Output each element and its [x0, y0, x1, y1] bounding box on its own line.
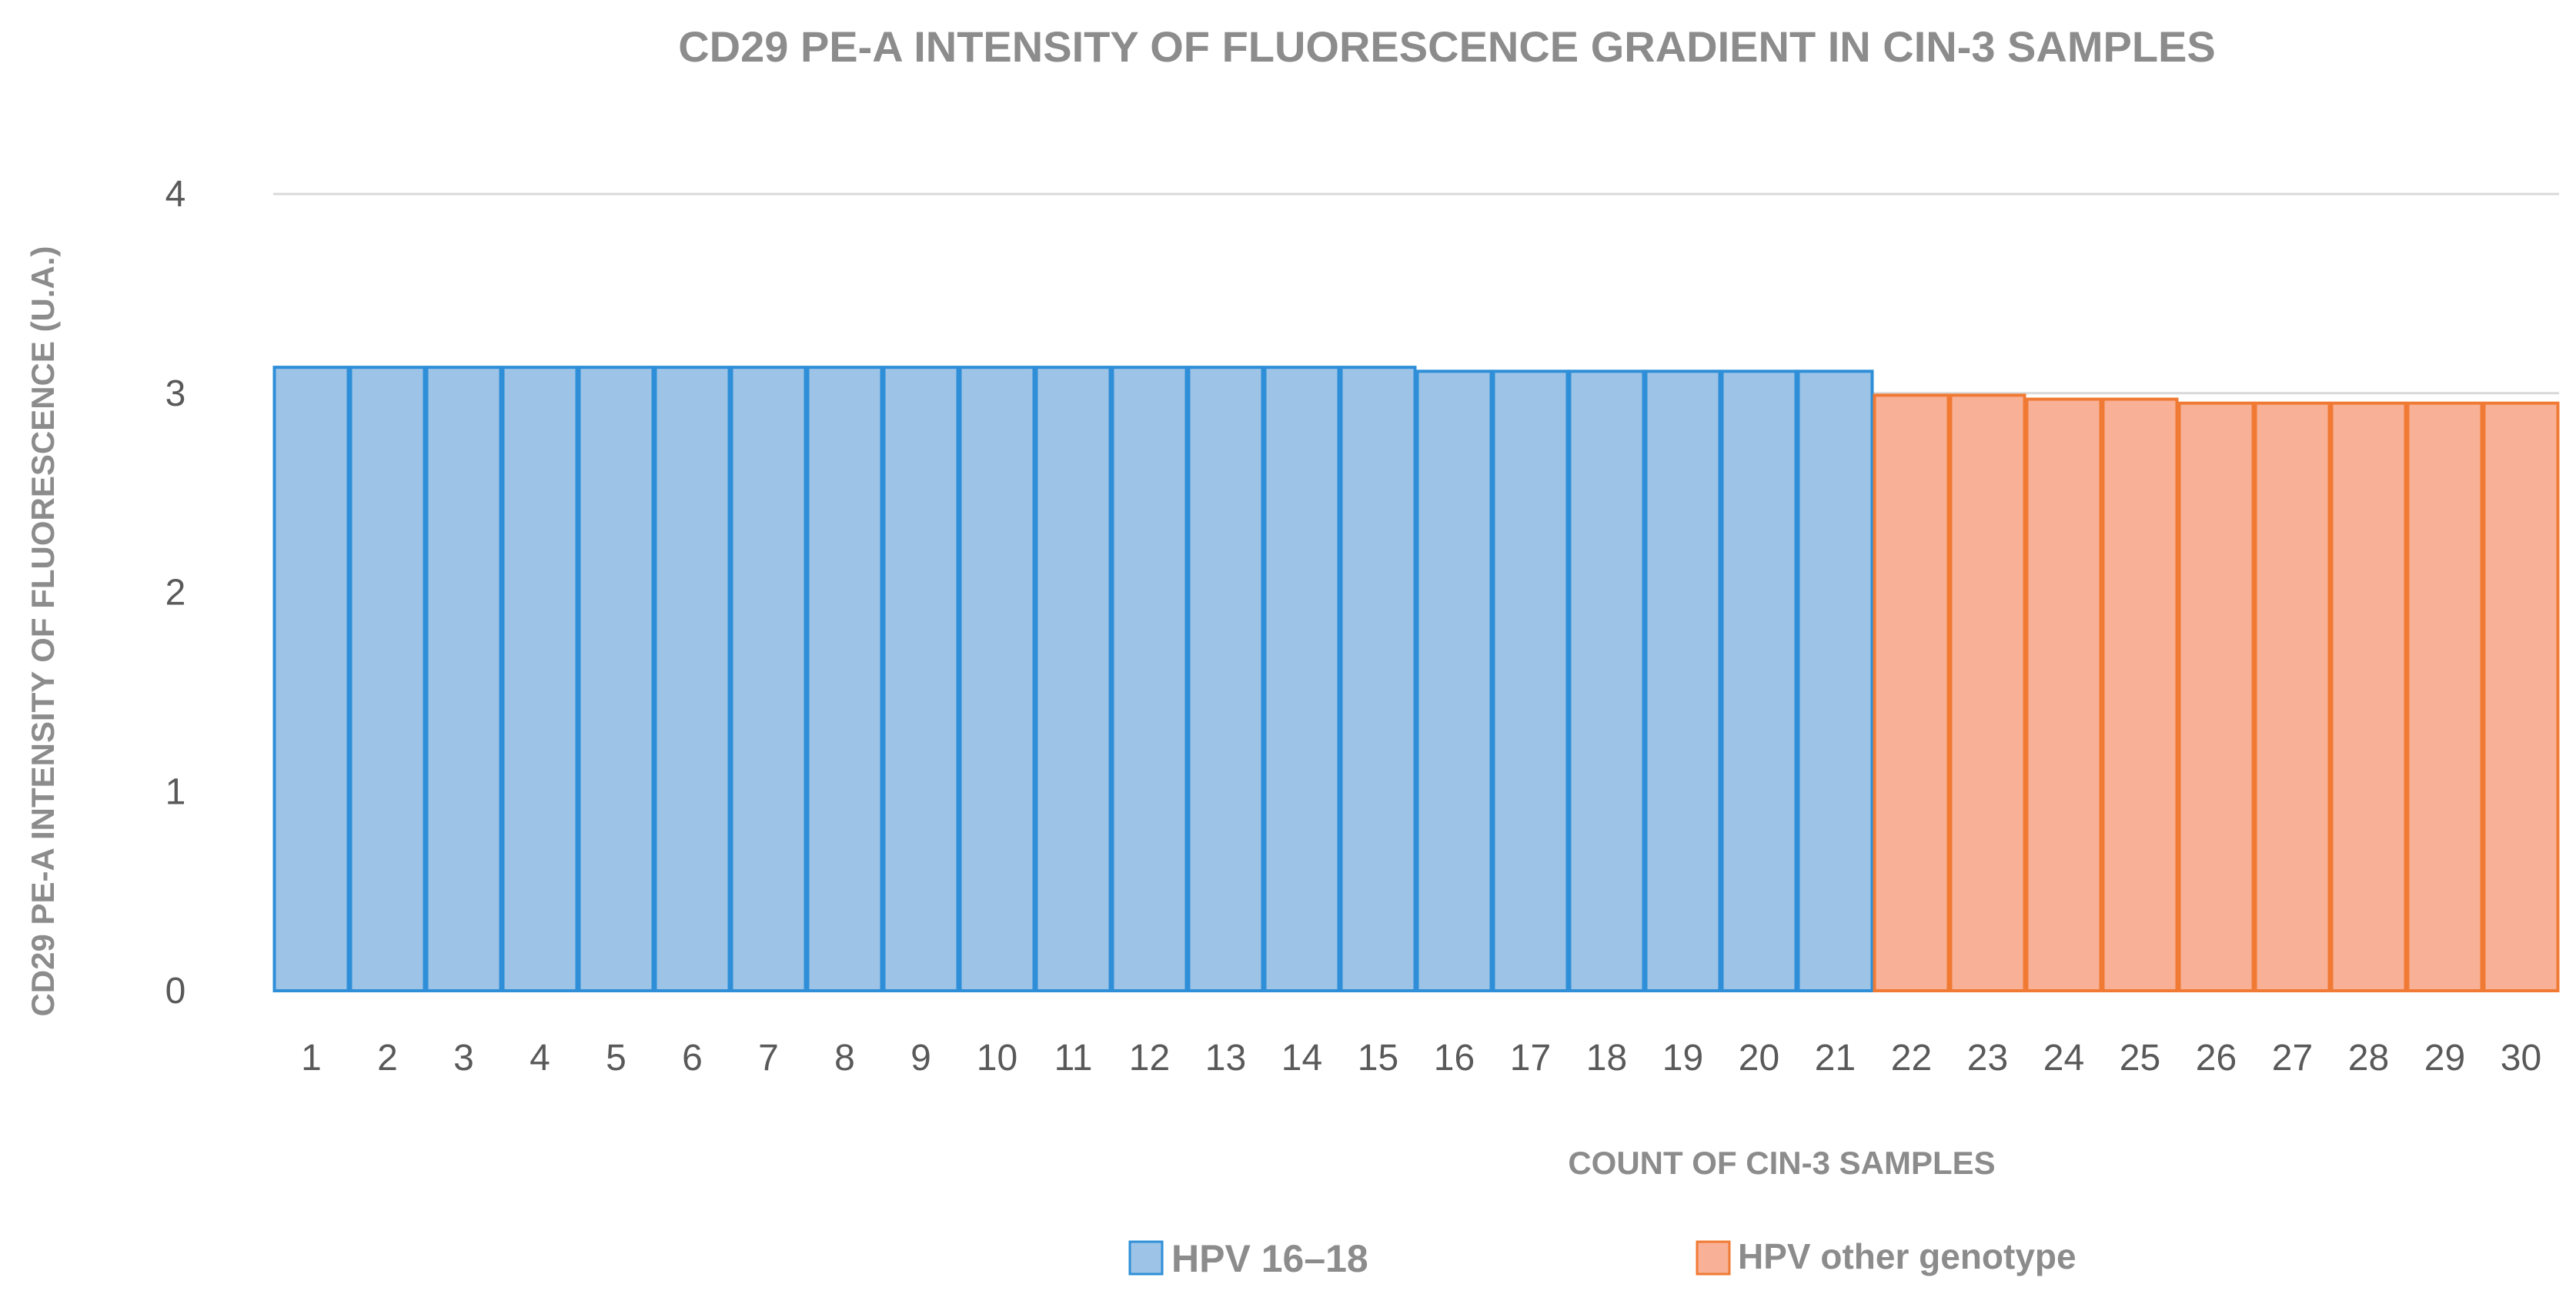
bar-hpv-16-18-20 — [1720, 370, 1798, 993]
x-tick-label: 3 — [453, 1038, 474, 1079]
bar-hpv-16-18-10 — [958, 366, 1036, 992]
bar-hpv-other-26 — [2177, 401, 2255, 992]
x-tick-label: 13 — [1205, 1038, 1246, 1079]
x-tick-label: 15 — [1358, 1038, 1398, 1079]
x-tick-label: 20 — [1739, 1038, 1779, 1079]
x-tick-labels: 1 2 3 4 5 6 7 8 9 10 11 12 13 14 15 16 17 18 19 20 21 22 23 24 2… — [301, 1038, 2541, 1079]
bars — [272, 366, 2560, 993]
bar-hpv-16-18-18 — [1568, 370, 1645, 993]
bar-hpv-16-18-3 — [425, 366, 503, 992]
bar-hpv-16-18-19 — [1644, 370, 1722, 993]
bar-hpv-16-18-17 — [1492, 370, 1569, 993]
y-tick-label: 3 — [165, 373, 186, 414]
x-tick-label: 22 — [1891, 1038, 1932, 1079]
legend-swatch-hpv-16-18 — [1128, 1240, 1164, 1276]
legend-swatch-hpv-other — [1696, 1240, 1731, 1276]
y-tick-label: 2 — [165, 573, 186, 614]
legend-label-hpv-16-18: HPV 16–18 — [1171, 1237, 1368, 1280]
bar-hpv-other-25 — [2101, 397, 2179, 992]
legend: HPV 16–18 HPV other genotype — [1128, 1236, 2077, 1280]
bar-hpv-16-18-7 — [730, 366, 807, 992]
bar-hpv-other-23 — [1949, 393, 2026, 992]
bar-hpv-16-18-5 — [577, 366, 655, 992]
chart-title: CD29 PE-A INTENSITY OF FLUORESCENCE GRAD… — [678, 22, 2216, 71]
bar-hpv-16-18-14 — [1263, 366, 1341, 992]
bar-hpv-other-27 — [2254, 401, 2331, 992]
x-tick-label: 25 — [2120, 1038, 2160, 1079]
x-tick-label: 17 — [1510, 1038, 1551, 1079]
x-tick-label: 14 — [1281, 1038, 1322, 1079]
x-tick-label: 2 — [377, 1038, 398, 1079]
y-tick-label: 1 — [165, 771, 186, 812]
bar-hpv-other-30 — [2482, 401, 2560, 992]
bar-hpv-16-18-15 — [1339, 366, 1417, 992]
x-tick-label: 19 — [1662, 1038, 1703, 1079]
bar-hpv-other-24 — [2025, 397, 2103, 992]
bar-hpv-16-18-11 — [1034, 366, 1112, 992]
x-tick-label: 1 — [301, 1038, 322, 1079]
bar-hpv-other-28 — [2330, 401, 2407, 992]
bar-hpv-other-22 — [1873, 393, 1950, 992]
x-tick-label: 23 — [1967, 1038, 2008, 1079]
x-tick-label: 11 — [1054, 1038, 1093, 1079]
bar-hpv-16-18-9 — [882, 366, 960, 992]
x-tick-label: 30 — [2501, 1038, 2541, 1079]
legend-label-hpv-other: HPV other genotype — [1738, 1236, 2077, 1276]
x-tick-label: 18 — [1586, 1038, 1627, 1079]
bar-hpv-16-18-21 — [1796, 370, 1874, 993]
bar-hpv-16-18-8 — [806, 366, 884, 992]
bar-hpv-16-18-2 — [349, 366, 426, 992]
y-tick-labels: 0 1 2 3 4 — [165, 174, 186, 1012]
x-tick-label: 9 — [910, 1038, 931, 1079]
x-tick-label: 29 — [2424, 1038, 2465, 1079]
bar-hpv-16-18-16 — [1415, 370, 1493, 993]
x-tick-label: 4 — [530, 1038, 550, 1079]
bar-hpv-16-18-4 — [501, 366, 579, 992]
x-tick-label: 16 — [1434, 1038, 1475, 1079]
bar-hpv-16-18-6 — [653, 366, 731, 992]
y-tick-label: 0 — [165, 971, 186, 1012]
x-tick-label: 6 — [682, 1038, 703, 1079]
x-tick-label: 21 — [1815, 1038, 1856, 1079]
y-tick-label: 4 — [165, 174, 186, 215]
x-tick-label: 24 — [2043, 1038, 2084, 1079]
x-tick-label: 12 — [1129, 1038, 1170, 1079]
x-tick-label: 7 — [758, 1038, 779, 1079]
bar-hpv-16-18-1 — [272, 366, 350, 992]
bar-hpv-other-29 — [2406, 401, 2484, 992]
x-axis-label: COUNT OF CIN-3 SAMPLES — [1568, 1145, 1995, 1181]
bar-hpv-16-18-13 — [1187, 366, 1265, 992]
x-tick-label: 8 — [834, 1038, 855, 1079]
x-tick-label: 10 — [977, 1038, 1017, 1079]
x-tick-label: 26 — [2196, 1038, 2237, 1079]
bar-hpv-16-18-12 — [1111, 366, 1188, 992]
y-axis-label: CD29 PE-A INTENSITY OF FLUORESCENCE (U.A… — [25, 246, 61, 1016]
x-tick-label: 5 — [606, 1038, 626, 1079]
x-tick-label: 28 — [2348, 1038, 2389, 1079]
x-tick-label: 27 — [2272, 1038, 2313, 1079]
